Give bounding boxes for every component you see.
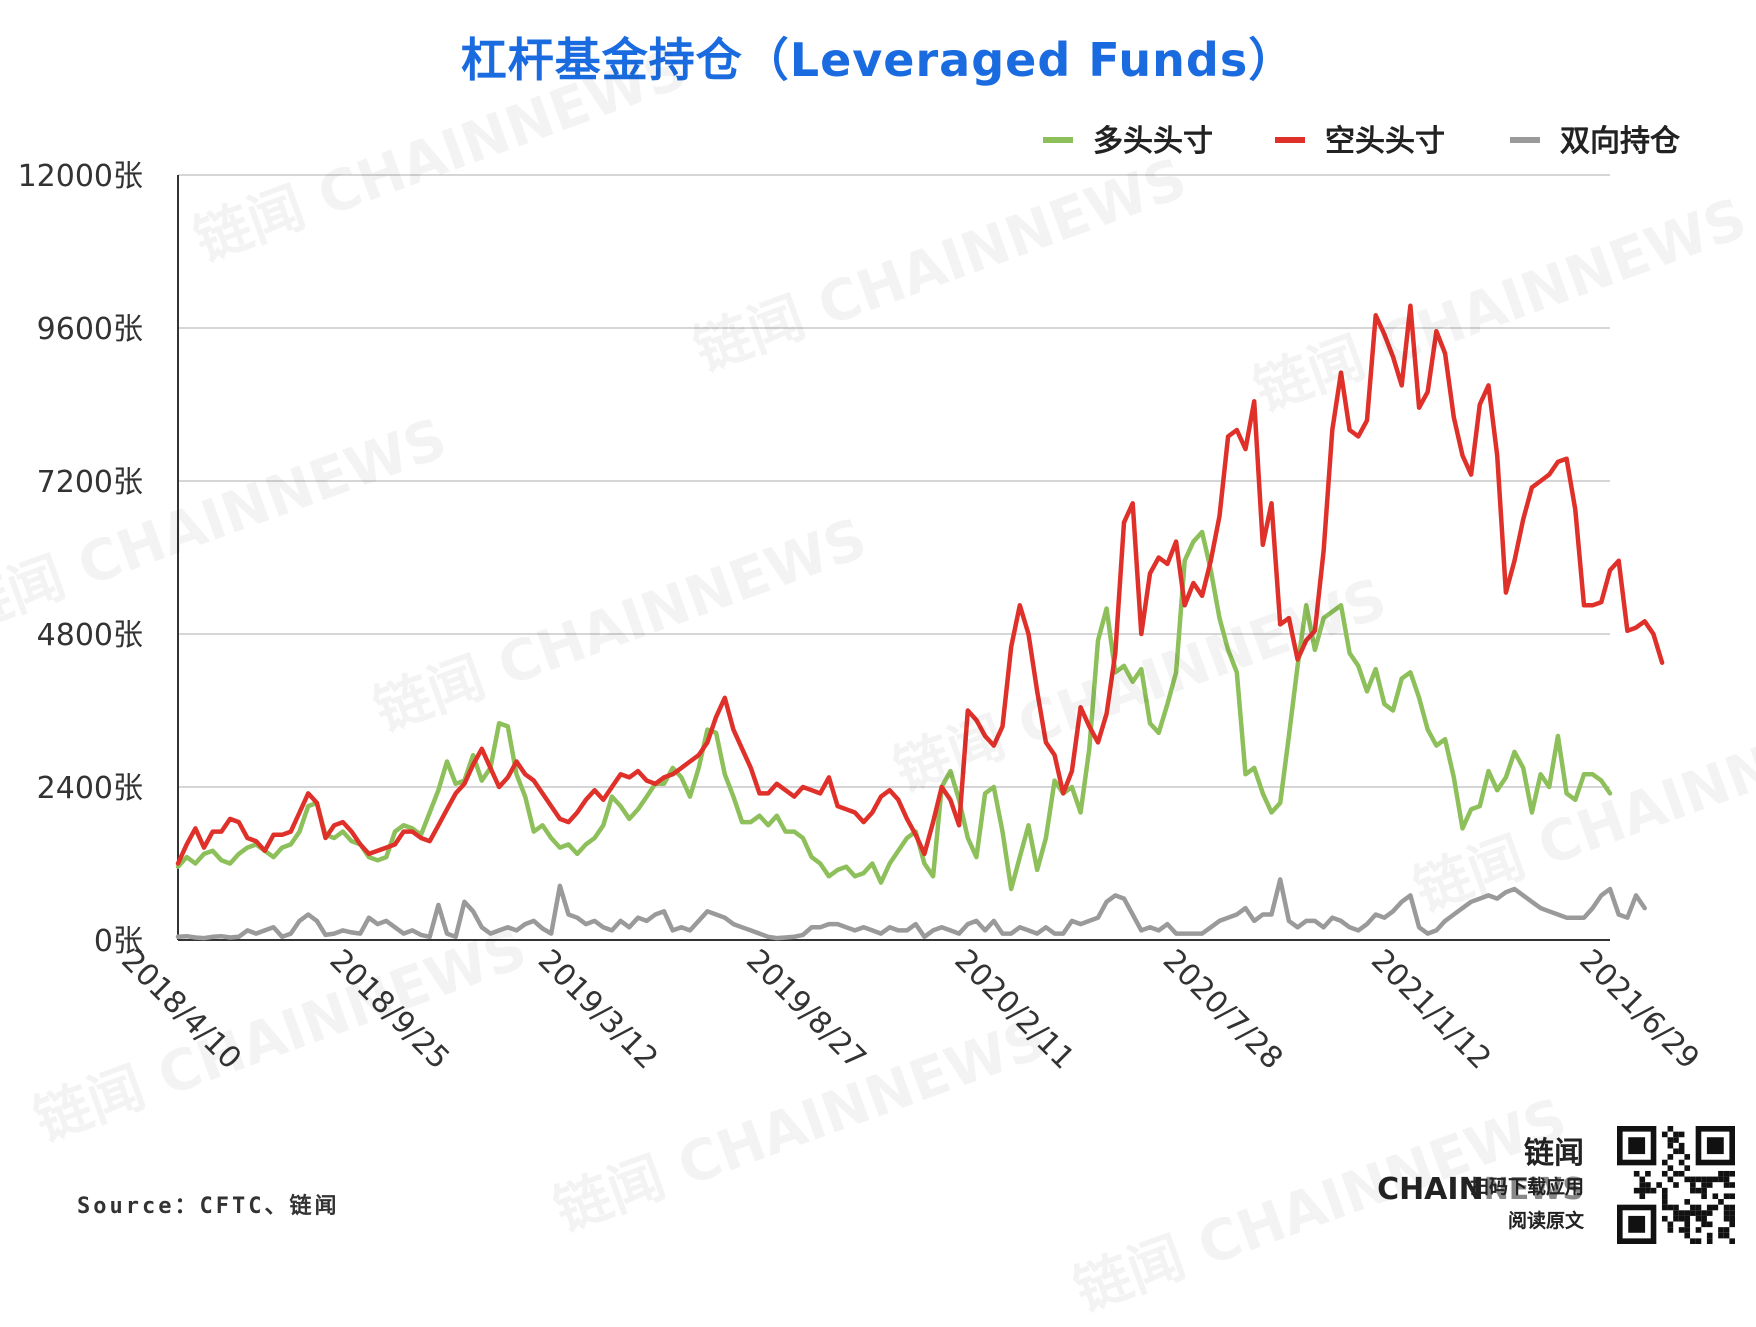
- legend-label: 空头头寸: [1325, 124, 1445, 159]
- x-tick-label: 2020/7/28: [1156, 943, 1290, 1077]
- legend-label: 双向持仓: [1560, 124, 1681, 159]
- chart-title: 杠杆基金持仓（Leveraged Funds）: [460, 33, 1296, 87]
- qr-code-icon[interactable]: [1617, 1126, 1735, 1244]
- brand-download-text: 扫码下载应用: [1469, 1176, 1584, 1198]
- x-tick-label: 2019/8/27: [739, 943, 873, 1077]
- y-tick-label: 12000张: [18, 159, 143, 194]
- x-tick-label: 2020/2/11: [948, 943, 1082, 1077]
- series-line: [175, 529, 1613, 892]
- x-tick-label: 2018/4/10: [114, 943, 248, 1077]
- legend-label: 多头头寸: [1093, 124, 1213, 159]
- y-tick-label: 7200张: [37, 465, 143, 500]
- y-tick-label: 0张: [94, 924, 143, 959]
- x-tick-label: 2021/6/29: [1572, 943, 1706, 1077]
- brand-name-cn: 链闻: [1524, 1136, 1584, 1171]
- x-tick-label: 2018/9/25: [323, 943, 457, 1077]
- series-line: [175, 877, 1647, 941]
- series-line: [175, 303, 1665, 866]
- x-tick-label: 2019/3/12: [531, 943, 665, 1077]
- y-tick-label: 2400张: [37, 771, 143, 806]
- brand-name-chain: CHAIN: [1377, 1172, 1484, 1207]
- brand-read-text: 阅读原文: [1507, 1210, 1584, 1232]
- line-chart: 0张 2400张 4800张 7200张 9600张 12000张 2018/4/10 201…: [18, 124, 1706, 1077]
- y-tick-label: 9600张: [37, 312, 143, 347]
- source-note: Source：CFTC、链闻: [77, 1194, 340, 1219]
- y-tick-label: 4800张: [37, 618, 143, 653]
- brand-name-news: NEWS: [1483, 1172, 1584, 1207]
- brand-logo: 链闻 CHAINNEWS: [1320, 1128, 1584, 1207]
- x-tick-label: 2021/1/12: [1364, 943, 1498, 1077]
